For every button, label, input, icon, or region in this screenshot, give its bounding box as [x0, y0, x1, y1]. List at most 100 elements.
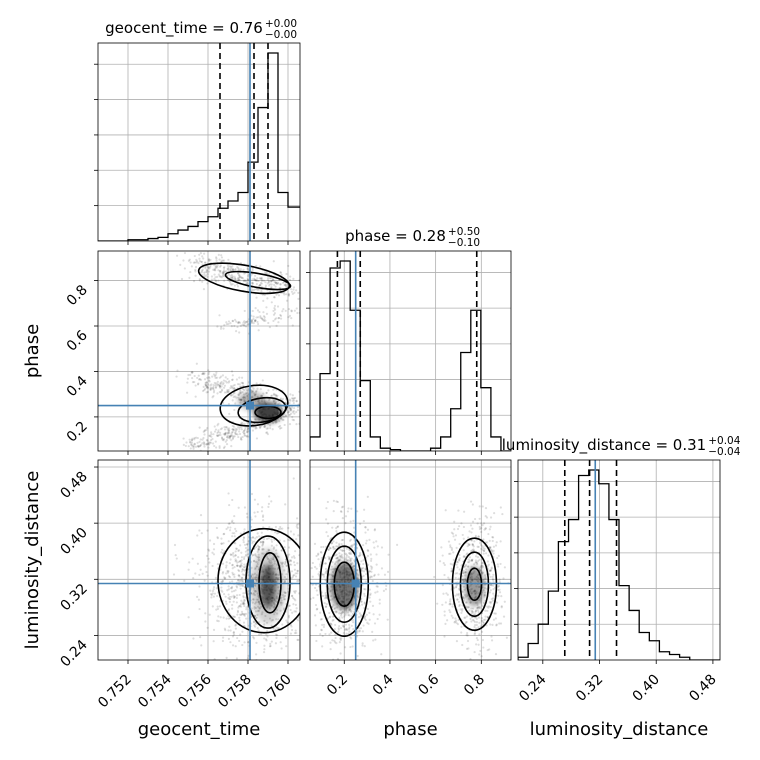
sample-point — [350, 544, 353, 547]
sample-point — [236, 636, 239, 640]
sample-point — [198, 607, 201, 611]
sample-point — [350, 610, 353, 613]
sample-point — [467, 561, 471, 564]
sample-point — [324, 562, 327, 565]
sample-point — [275, 293, 278, 296]
sample-point — [497, 565, 500, 568]
sample-point — [363, 508, 366, 511]
sample-point — [338, 668, 340, 670]
sample-point — [478, 517, 481, 520]
sample-point — [276, 305, 280, 308]
sample-point — [228, 435, 231, 438]
sample-point — [503, 566, 506, 569]
sample-point — [456, 527, 460, 531]
sample-point — [229, 274, 232, 278]
sample-point — [216, 594, 219, 598]
sample-point — [372, 613, 375, 616]
sample-point — [213, 658, 216, 660]
sample-point — [256, 503, 260, 506]
sample-point — [305, 542, 307, 544]
sample-point — [363, 601, 366, 604]
sample-point — [238, 569, 241, 573]
sample-point — [293, 291, 296, 294]
sample-point — [183, 267, 186, 270]
sample-point — [231, 282, 234, 286]
sample-point — [218, 314, 221, 317]
sample-point — [336, 557, 339, 560]
sample-point — [198, 440, 201, 443]
sample-point — [231, 267, 234, 270]
sample-point — [292, 533, 295, 536]
sample-point — [267, 537, 270, 540]
sample-point — [242, 602, 245, 605]
sample-point — [288, 423, 292, 426]
sample-point — [284, 415, 288, 418]
sample-point — [457, 600, 461, 604]
sample-point — [237, 320, 241, 324]
sample-point — [194, 384, 197, 387]
sample-point — [446, 619, 449, 622]
sample-point — [201, 268, 204, 271]
sample-point — [222, 616, 225, 619]
sample-point — [256, 550, 259, 553]
sample-point — [374, 591, 377, 594]
sample-point — [201, 438, 204, 441]
sample-point — [492, 552, 495, 555]
sample-point — [224, 270, 228, 273]
sample-point — [274, 400, 278, 403]
sample-point — [222, 259, 226, 262]
sample-point — [471, 610, 474, 613]
sample-point — [222, 275, 226, 278]
sample-point — [360, 600, 363, 603]
sample-point — [267, 389, 270, 392]
sample-point — [204, 267, 207, 270]
sample-point — [268, 526, 271, 529]
sample-point — [258, 425, 261, 429]
sample-point — [240, 391, 243, 394]
sample-point — [378, 602, 381, 605]
sample-point — [207, 442, 210, 446]
sample-point — [471, 542, 474, 546]
sample-point — [203, 261, 207, 264]
sample-point — [211, 564, 214, 568]
sample-point — [222, 439, 225, 442]
sample-point — [491, 561, 494, 564]
sample-point — [235, 432, 238, 436]
sample-point — [222, 438, 226, 441]
sample-point — [273, 308, 277, 311]
sample-point — [328, 616, 331, 619]
sample-point — [334, 547, 337, 550]
sample-point — [322, 669, 324, 671]
sample-point — [306, 576, 308, 578]
sample-point — [258, 277, 261, 280]
sample-point — [289, 393, 292, 396]
sample-point — [202, 373, 206, 376]
sample-point — [240, 381, 243, 384]
sample-point — [246, 267, 249, 271]
sample-point — [462, 571, 465, 574]
sample-point — [473, 517, 477, 521]
sample-point — [235, 248, 237, 250]
sample-point — [223, 577, 226, 580]
sample-point — [216, 605, 219, 608]
sample-point — [473, 633, 476, 636]
sample-point — [330, 542, 333, 545]
sample-point — [485, 624, 488, 627]
sample-point — [225, 321, 228, 324]
sample-point — [234, 329, 238, 333]
sample-point — [256, 510, 259, 514]
sample-point — [287, 411, 290, 414]
sample-point — [464, 621, 468, 624]
sample-point — [237, 606, 240, 609]
sample-point — [275, 544, 278, 547]
sample-point — [234, 547, 238, 550]
sample-point — [335, 529, 338, 533]
sample-point — [227, 390, 230, 394]
sample-point — [279, 314, 283, 317]
sample-point — [237, 574, 241, 577]
sample-point — [241, 573, 244, 576]
sample-point — [200, 271, 203, 274]
sample-point — [251, 269, 254, 272]
sample-point — [225, 527, 228, 531]
sample-point — [272, 400, 275, 403]
